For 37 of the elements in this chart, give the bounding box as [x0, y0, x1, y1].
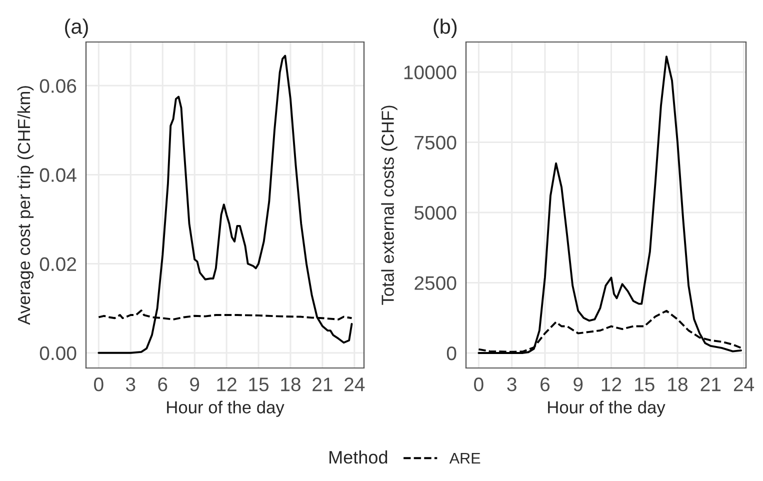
chart-title: (a) — [65, 18, 88, 38]
x-tick-label: 15 — [635, 378, 654, 392]
x-tick-label: 18 — [668, 378, 688, 392]
line-series — [478, 56, 742, 354]
x-tick-label: 18 — [281, 378, 300, 392]
x-tick-label: 12 — [602, 378, 622, 392]
y-tick-label: 10000 — [404, 66, 456, 80]
x-axis-title: Hour of the day — [167, 400, 284, 417]
x-tick-label: 15 — [249, 378, 269, 392]
y-tick-label: 0.06 — [40, 79, 76, 93]
y-axis-title: Total external costs (CHF) — [381, 106, 398, 305]
y-tick-label: 5000 — [414, 206, 456, 220]
y-tick-label: 7500 — [414, 136, 456, 150]
x-tick-label: 9 — [190, 378, 200, 392]
legend-label: ARE — [449, 452, 480, 464]
y-tick-label: 2500 — [414, 276, 456, 290]
x-tick-label: 0 — [474, 378, 484, 392]
y-tick-label: 0.00 — [40, 346, 76, 360]
x-tick-label: 6 — [158, 378, 168, 392]
y-tick-label: 0.04 — [40, 168, 76, 182]
y-tick-label: 0.02 — [40, 257, 76, 272]
x-tick-label: 24 — [734, 378, 754, 392]
x-tick-label: 0 — [94, 378, 104, 392]
x-axis-title: Hour of the day — [548, 400, 666, 417]
x-tick-label: 3 — [507, 378, 516, 392]
y-tick-label: 0 — [446, 346, 456, 360]
chart-title: (b) — [434, 18, 457, 38]
legend-title: Method — [330, 450, 388, 464]
x-tick-label: 6 — [540, 378, 550, 392]
x-tick-label: 24 — [344, 378, 365, 392]
y-axis-title: Average cost per trip (CHF/km) — [17, 86, 34, 325]
line-series — [98, 54, 353, 354]
x-tick-label: 12 — [217, 378, 236, 392]
x-tick-label: 9 — [574, 378, 583, 392]
x-tick-label: 3 — [126, 378, 136, 392]
x-tick-label: 21 — [700, 378, 721, 392]
x-tick-label: 21 — [312, 378, 332, 392]
